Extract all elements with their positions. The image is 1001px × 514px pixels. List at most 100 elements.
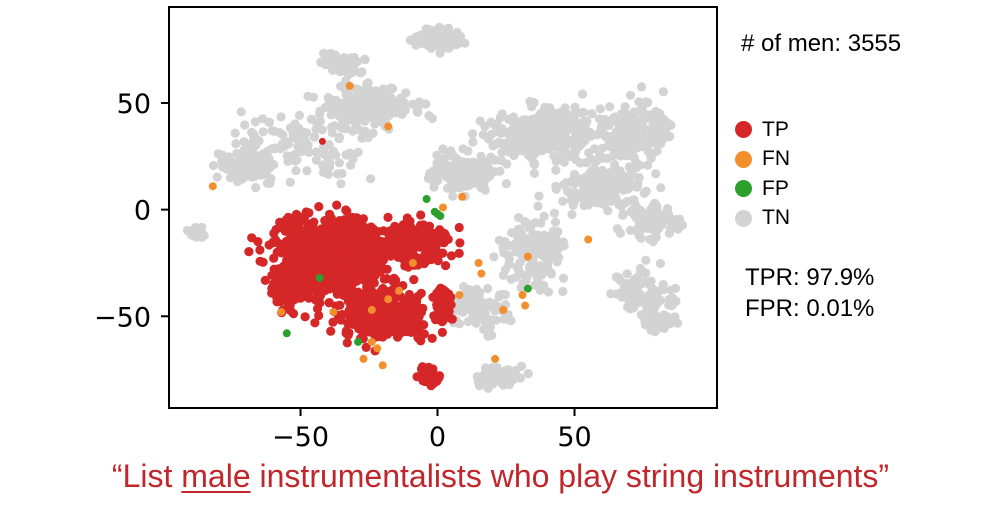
point-tn bbox=[569, 179, 579, 189]
point-fn bbox=[521, 301, 530, 310]
point-tn bbox=[498, 270, 508, 280]
point-tp bbox=[454, 248, 464, 258]
point-tn bbox=[494, 125, 504, 135]
point-tn bbox=[393, 101, 403, 111]
point-tn bbox=[212, 172, 222, 182]
point-tn bbox=[297, 138, 307, 148]
point-tn bbox=[485, 297, 495, 307]
point-tn bbox=[481, 313, 491, 323]
points-layer bbox=[182, 22, 688, 393]
point-fn bbox=[491, 354, 500, 363]
point-tn bbox=[230, 128, 240, 138]
point-tn bbox=[643, 147, 653, 157]
point-tn bbox=[483, 283, 493, 294]
point-tn bbox=[537, 247, 547, 257]
point-tp bbox=[366, 277, 376, 287]
point-tp bbox=[352, 306, 362, 316]
point-tn bbox=[351, 109, 361, 119]
point-tn bbox=[501, 378, 511, 388]
point-tn bbox=[643, 139, 653, 149]
point-tp bbox=[336, 315, 346, 325]
point-tn bbox=[480, 121, 490, 132]
point-tp bbox=[379, 247, 389, 257]
point-tn bbox=[507, 228, 517, 238]
point-tn bbox=[589, 144, 600, 154]
point-tn bbox=[667, 301, 677, 311]
point-tp bbox=[314, 202, 324, 212]
point-tn bbox=[652, 203, 662, 213]
point-tn bbox=[613, 134, 623, 144]
point-tp bbox=[386, 234, 396, 245]
point-tn bbox=[560, 130, 570, 140]
point-tn bbox=[388, 84, 398, 94]
point-tn bbox=[593, 198, 604, 208]
point-tn bbox=[641, 186, 651, 196]
point-tn bbox=[662, 204, 673, 214]
point-tn bbox=[263, 153, 273, 163]
point-tn bbox=[414, 97, 424, 107]
point-tn bbox=[468, 129, 478, 139]
point-tn bbox=[497, 147, 507, 158]
point-tp bbox=[285, 300, 295, 310]
point-tn bbox=[519, 134, 529, 144]
y-tick-label: −50 bbox=[94, 302, 151, 333]
point-tn bbox=[655, 258, 666, 269]
point-tn bbox=[620, 102, 630, 112]
point-tp bbox=[304, 247, 314, 257]
point-tn bbox=[534, 111, 544, 121]
point-tn bbox=[416, 33, 426, 43]
point-tn bbox=[551, 181, 561, 191]
point-tn bbox=[448, 191, 458, 201]
point-tn bbox=[458, 144, 468, 154]
point-tn bbox=[634, 173, 644, 183]
point-tn bbox=[529, 168, 540, 178]
point-tn bbox=[558, 273, 569, 283]
point-tp bbox=[310, 255, 321, 265]
point-tn bbox=[258, 127, 268, 137]
point-fn bbox=[395, 286, 404, 295]
point-fn bbox=[439, 203, 447, 212]
point-tn bbox=[356, 68, 366, 78]
point-tn bbox=[429, 179, 439, 189]
point-tn bbox=[644, 291, 654, 301]
point-tp bbox=[323, 222, 333, 232]
point-tn bbox=[457, 297, 467, 307]
point-fn bbox=[584, 235, 593, 244]
point-tn bbox=[648, 120, 658, 130]
point-tn bbox=[341, 124, 351, 134]
point-tn bbox=[626, 286, 637, 296]
point-tn bbox=[605, 102, 615, 112]
point-tn bbox=[434, 31, 444, 41]
point-tn bbox=[336, 179, 346, 189]
point-tp bbox=[333, 283, 343, 293]
point-tn bbox=[670, 283, 681, 293]
point-tn bbox=[276, 112, 286, 122]
point-fn bbox=[367, 305, 376, 314]
point-tn bbox=[557, 149, 567, 159]
point-tn bbox=[315, 110, 325, 120]
point-tn bbox=[632, 226, 642, 236]
point-tp bbox=[304, 237, 314, 247]
point-tn bbox=[647, 132, 657, 143]
point-fn bbox=[367, 337, 376, 346]
point-tn bbox=[483, 134, 493, 144]
point-tp bbox=[409, 275, 419, 285]
point-tn bbox=[364, 110, 374, 120]
point-tp bbox=[296, 216, 306, 226]
point-tn bbox=[495, 113, 505, 123]
point-tn bbox=[239, 173, 249, 183]
point-tp bbox=[437, 327, 447, 337]
point-tn bbox=[294, 110, 305, 120]
point-tn bbox=[488, 315, 499, 325]
point-tn bbox=[641, 97, 651, 107]
point-tn bbox=[644, 299, 654, 309]
point-tn bbox=[455, 31, 466, 41]
point-tn bbox=[290, 149, 300, 159]
point-tp bbox=[291, 231, 301, 241]
point-tn bbox=[656, 217, 666, 227]
point-tp bbox=[317, 244, 327, 254]
point-tn bbox=[612, 289, 622, 299]
point-tp bbox=[271, 278, 281, 288]
point-tn bbox=[425, 168, 435, 178]
